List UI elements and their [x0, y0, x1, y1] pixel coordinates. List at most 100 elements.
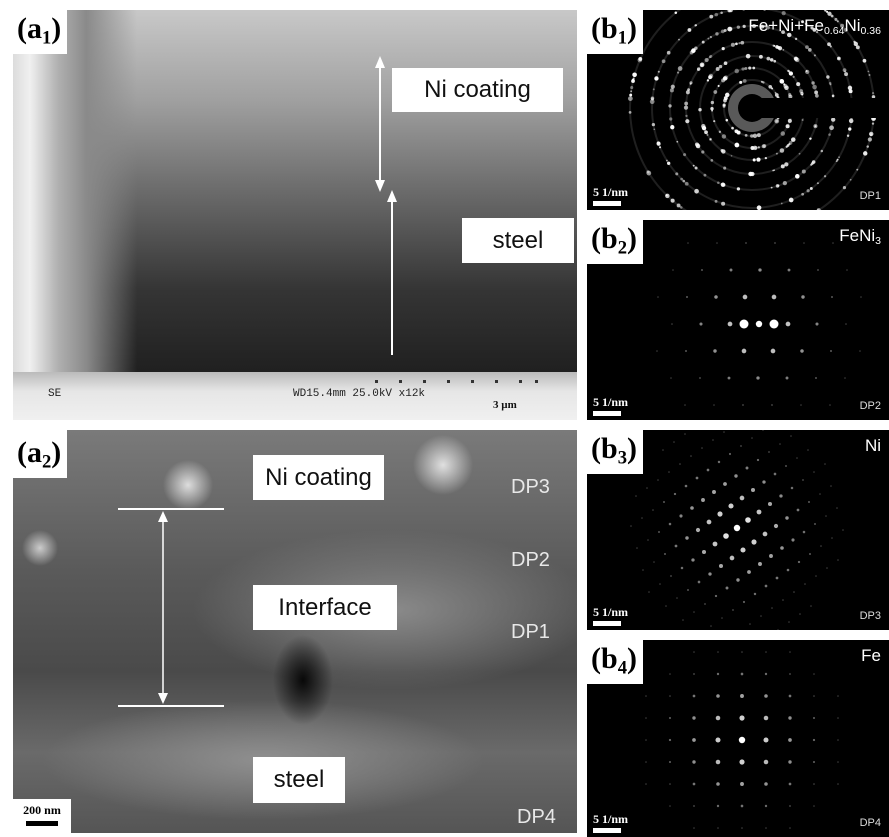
spot — [646, 170, 649, 173]
phase-text: Ni — [844, 16, 860, 35]
spot — [636, 547, 638, 549]
spot — [679, 463, 681, 465]
scale-bar — [593, 411, 621, 416]
spot — [793, 591, 795, 593]
spot — [765, 157, 767, 159]
spot — [829, 125, 834, 130]
spot — [739, 81, 742, 84]
spot — [807, 189, 810, 192]
spot — [719, 65, 722, 68]
spot — [765, 827, 767, 829]
spot — [662, 59, 666, 63]
spot — [670, 88, 674, 92]
spot — [713, 349, 716, 352]
panel-label: (b4) — [587, 640, 643, 684]
spot — [664, 553, 666, 555]
spot — [716, 716, 721, 721]
spot — [813, 673, 815, 675]
spot — [665, 605, 667, 607]
spot — [830, 84, 832, 86]
spot — [665, 194, 670, 199]
spot — [810, 164, 812, 166]
spot — [677, 72, 679, 74]
spot — [697, 67, 700, 70]
spot — [781, 131, 786, 136]
spot — [659, 583, 661, 585]
spot — [735, 43, 738, 46]
spot — [813, 739, 815, 741]
diffraction-panel: (b3)Ni5 1/nmDP3 — [587, 430, 889, 630]
spot — [675, 11, 677, 13]
spot — [684, 404, 686, 406]
spot — [764, 716, 769, 721]
spot — [831, 117, 835, 121]
spot — [779, 443, 781, 445]
spot — [648, 591, 650, 593]
spot — [737, 187, 740, 190]
spot — [828, 133, 831, 136]
spot — [798, 561, 800, 563]
spot — [817, 182, 819, 184]
spot — [704, 603, 706, 605]
spot — [842, 529, 844, 531]
spot — [710, 159, 713, 162]
spot — [694, 189, 699, 194]
spot — [645, 717, 647, 719]
spot — [707, 79, 709, 81]
spot — [630, 525, 632, 527]
spot — [742, 404, 744, 406]
spot — [669, 783, 671, 785]
sem-panel: (a1) Ni coating steel SE WD15.4mm 25.0kV… — [13, 10, 577, 420]
spot — [671, 85, 675, 89]
spot — [779, 494, 782, 497]
scale-bar — [26, 821, 58, 826]
spot — [675, 545, 678, 548]
spot — [744, 67, 747, 70]
label-text: (b — [591, 12, 618, 45]
spot — [788, 760, 791, 763]
spot — [693, 611, 695, 613]
spot — [628, 96, 633, 101]
scale-bar-group: 5 1/nm — [593, 185, 628, 206]
spot — [732, 609, 734, 611]
spot — [765, 673, 767, 675]
spot — [849, 119, 854, 124]
spot — [813, 805, 815, 807]
spot — [715, 32, 718, 35]
label-sub: 1 — [618, 28, 627, 49]
spot — [837, 761, 839, 763]
spot — [717, 805, 719, 807]
spot — [757, 205, 762, 210]
point-label: DP3 — [511, 476, 550, 499]
spot — [845, 323, 847, 325]
spot — [783, 83, 785, 85]
spot — [774, 119, 779, 124]
spot — [674, 493, 676, 495]
point-label: DP1 — [511, 621, 550, 644]
spot — [693, 165, 695, 167]
spot — [743, 79, 747, 83]
spot — [656, 350, 658, 352]
label-text: (b — [591, 432, 618, 465]
spot — [799, 153, 801, 155]
panel-label: (a2) — [13, 430, 67, 478]
spot — [687, 589, 689, 591]
spot — [813, 124, 817, 128]
spot — [811, 81, 814, 84]
spot — [765, 805, 767, 807]
spot — [745, 242, 747, 244]
scale-bar-group: 5 1/nm — [593, 812, 628, 833]
spot — [754, 593, 756, 595]
spot — [773, 169, 775, 171]
spot — [717, 673, 719, 675]
spot — [682, 619, 684, 621]
spot — [691, 558, 694, 561]
spot — [707, 134, 709, 136]
spot — [815, 94, 819, 98]
spot — [723, 533, 729, 539]
spot — [741, 651, 743, 653]
scale-bar — [593, 201, 621, 206]
spot — [848, 86, 852, 90]
spot — [751, 437, 753, 439]
spot — [712, 490, 716, 494]
